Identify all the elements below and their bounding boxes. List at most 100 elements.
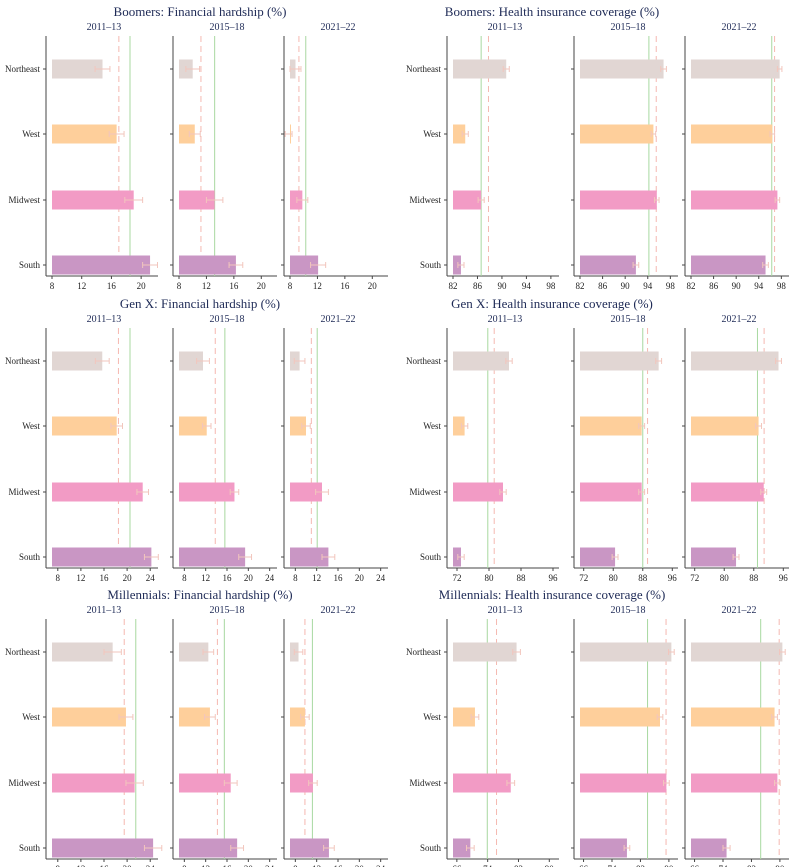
bar-midwest [453,482,503,502]
x-tick-label: 86 [598,281,608,291]
x-tick-label: 8 [177,281,182,291]
category-label: Northeast [406,647,441,657]
x-tick-label: 94 [522,281,532,291]
x-tick-label: 82 [449,281,458,291]
bar-west [52,124,117,144]
category-label: Northeast [5,64,40,74]
period-label: 2021–22 [722,22,757,33]
category-label: West [22,712,40,722]
x-tick-label: 66 [579,864,589,867]
bar-south [52,547,152,567]
bar-south [691,255,766,275]
bar-midwest [179,482,235,502]
x-tick-label: 88 [517,573,527,583]
x-tick-label: 20 [123,573,133,583]
bar-south [52,255,151,275]
x-tick-label: 74 [608,864,618,867]
bar-south [691,838,727,858]
x-tick-label: 20 [257,281,267,291]
x-tick-label: 96 [549,573,559,583]
x-tick-label: 24 [146,864,156,867]
x-tick-label: 16 [100,864,110,867]
x-tick-label: 86 [709,281,719,291]
bar-midwest [691,773,778,793]
period-label: 2015–18 [210,314,245,325]
panel-title: Boomers: Health insurance coverage (%) [445,4,659,19]
category-label: South [19,843,41,853]
x-tick-label: 98 [666,281,676,291]
x-tick-label: 88 [749,573,759,583]
x-tick-label: 20 [123,864,133,867]
bar-west [290,707,305,727]
x-tick-label: 90 [664,864,674,867]
bar-northeast [691,642,783,662]
bar-west [580,124,654,144]
bar-west [52,416,117,436]
category-label: South [19,260,41,270]
x-tick-label: 94 [754,281,764,291]
x-tick-label: 8 [293,864,298,867]
category-label: Midwest [9,487,41,497]
x-tick-label: 86 [473,281,483,291]
bar-west [691,124,773,144]
bar-midwest [290,482,322,502]
x-tick-label: 20 [355,864,365,867]
x-tick-label: 72 [579,573,588,583]
period-label: 2015–18 [210,605,245,616]
bar-west [580,416,642,436]
bar-west [453,124,466,144]
bar-midwest [580,190,657,210]
bar-midwest [580,773,667,793]
panel-title: Millennials: Financial hardship (%) [107,587,292,602]
x-tick-label: 98 [546,281,556,291]
bar-south [691,547,737,567]
bar-west [691,707,775,727]
x-tick-label: 82 [687,281,696,291]
x-tick-label: 24 [265,864,275,867]
bar-northeast [691,351,779,371]
x-tick-label: 16 [223,864,233,867]
x-tick-label: 8 [293,573,298,583]
bar-west [580,707,660,727]
x-tick-label: 88 [638,573,648,583]
category-label: West [423,421,441,431]
x-tick-label: 80 [720,573,730,583]
bar-northeast [52,59,103,79]
x-tick-label: 72 [453,573,462,583]
x-tick-label: 90 [621,281,631,291]
period-label: 2015–18 [611,22,646,33]
bar-west [290,416,306,436]
period-label: 2015–18 [611,314,646,325]
category-label: West [22,421,40,431]
bar-northeast [691,59,780,79]
x-tick-label: 96 [668,573,678,583]
category-label: Northeast [5,647,40,657]
x-tick-label: 90 [497,281,507,291]
bar-midwest [52,190,134,210]
x-tick-label: 12 [202,281,211,291]
bar-midwest [453,190,482,210]
x-tick-label: 12 [77,281,86,291]
bar-west [691,416,759,436]
x-tick-label: 16 [107,281,117,291]
bar-south [290,255,319,275]
period-label: 2015–18 [210,22,245,33]
bar-south [580,838,627,858]
x-tick-label: 12 [312,573,321,583]
x-tick-label: 12 [312,864,321,867]
x-tick-label: 8 [56,864,61,867]
bar-northeast [179,642,209,662]
x-tick-label: 82 [514,864,523,867]
x-tick-label: 90 [775,864,785,867]
x-tick-label: 24 [146,573,156,583]
x-tick-label: 94 [643,281,653,291]
x-tick-label: 80 [609,573,619,583]
bar-midwest [179,773,231,793]
category-label: Northeast [406,356,441,366]
x-tick-label: 90 [732,281,742,291]
x-tick-label: 66 [690,864,700,867]
x-tick-label: 74 [719,864,729,867]
bar-midwest [179,190,215,210]
category-label: Midwest [9,778,41,788]
